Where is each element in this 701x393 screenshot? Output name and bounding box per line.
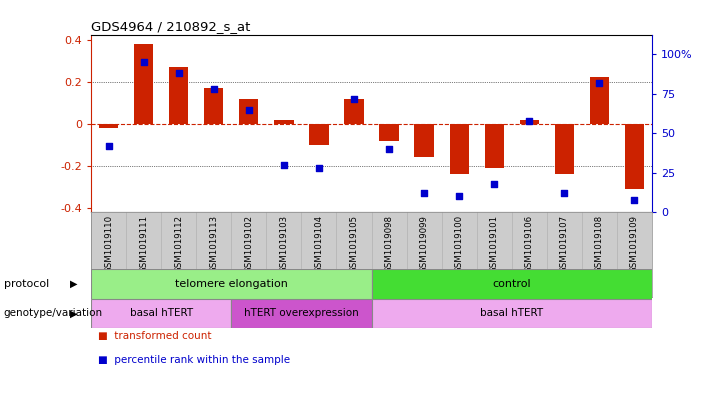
Text: GSM1019106: GSM1019106 — [525, 215, 533, 273]
Point — [629, 196, 640, 203]
Bar — [484, 124, 504, 168]
Point — [173, 70, 184, 76]
Text: GSM1019101: GSM1019101 — [490, 215, 498, 273]
Text: basal hTERT: basal hTERT — [130, 309, 193, 318]
Bar — [414, 124, 434, 158]
Point — [454, 193, 465, 200]
Text: GSM1019103: GSM1019103 — [280, 215, 288, 273]
Text: GSM1019108: GSM1019108 — [595, 215, 604, 273]
Point — [489, 181, 500, 187]
Text: GSM1019100: GSM1019100 — [455, 215, 463, 273]
Point — [348, 95, 360, 102]
Bar — [169, 67, 189, 124]
Text: ▶: ▶ — [70, 279, 77, 289]
Bar — [519, 119, 539, 124]
Bar — [449, 124, 469, 174]
Text: GSM1019112: GSM1019112 — [175, 215, 183, 273]
Text: GSM1019104: GSM1019104 — [315, 215, 323, 273]
Text: ■  percentile rank within the sample: ■ percentile rank within the sample — [98, 354, 290, 365]
Point — [278, 162, 290, 168]
Text: control: control — [492, 279, 531, 289]
Bar — [372, 299, 652, 328]
Text: GSM1019113: GSM1019113 — [210, 215, 218, 273]
Text: GSM1019099: GSM1019099 — [420, 215, 428, 273]
Bar — [239, 99, 259, 124]
Text: GSM1019110: GSM1019110 — [104, 215, 113, 273]
Point — [313, 165, 325, 171]
Bar — [274, 119, 294, 124]
Text: ▶: ▶ — [70, 309, 77, 318]
Bar — [625, 124, 644, 189]
Text: hTERT overexpression: hTERT overexpression — [244, 309, 359, 318]
Bar — [344, 99, 364, 124]
Bar — [231, 299, 372, 328]
Text: basal hTERT: basal hTERT — [480, 309, 543, 318]
Text: GSM1019109: GSM1019109 — [630, 215, 639, 273]
Point — [138, 59, 149, 65]
Point — [103, 143, 114, 149]
Bar — [379, 124, 399, 141]
Point — [559, 190, 570, 196]
Point — [243, 107, 254, 113]
Bar — [91, 299, 231, 328]
Text: genotype/variation: genotype/variation — [4, 309, 102, 318]
Text: GSM1019098: GSM1019098 — [385, 215, 393, 273]
Point — [418, 190, 430, 196]
Text: ■  transformed count: ■ transformed count — [98, 331, 212, 341]
Bar — [204, 88, 224, 124]
Bar — [309, 124, 329, 145]
Text: GSM1019111: GSM1019111 — [139, 215, 148, 273]
Bar — [99, 124, 118, 128]
Bar — [372, 269, 652, 299]
Text: protocol: protocol — [4, 279, 49, 289]
Bar — [554, 124, 574, 174]
Bar — [134, 44, 154, 124]
Bar — [91, 269, 372, 299]
Point — [524, 118, 535, 124]
Text: telomere elongation: telomere elongation — [175, 279, 288, 289]
Text: GSM1019105: GSM1019105 — [350, 215, 358, 273]
Bar — [590, 77, 609, 124]
Text: GDS4964 / 210892_s_at: GDS4964 / 210892_s_at — [91, 20, 250, 33]
Point — [594, 80, 605, 86]
Point — [208, 86, 219, 92]
Text: GSM1019107: GSM1019107 — [560, 215, 569, 273]
Point — [383, 146, 395, 152]
Text: GSM1019102: GSM1019102 — [245, 215, 253, 273]
